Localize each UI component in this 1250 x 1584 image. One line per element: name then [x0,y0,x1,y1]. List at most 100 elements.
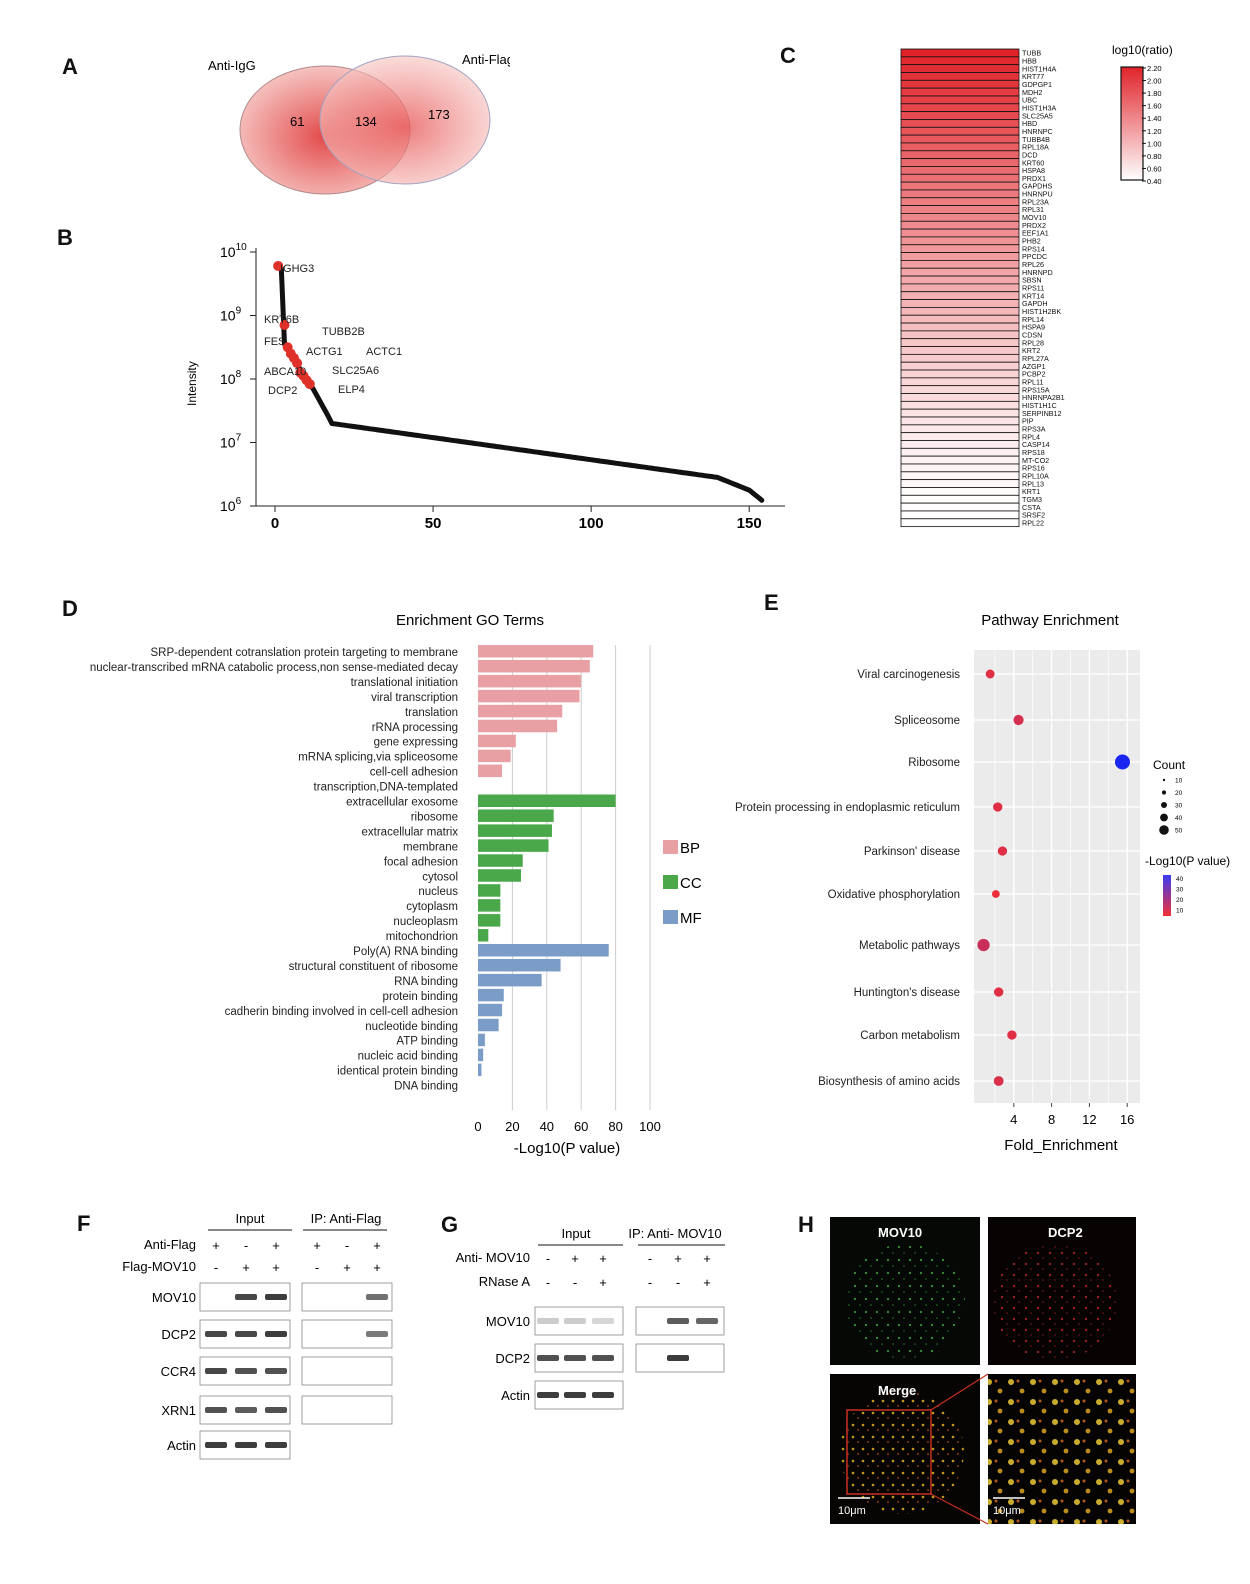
blot-g-treatment-sign: - [573,1275,577,1290]
heatmap-gene-label: HIST1H3A [1022,103,1057,112]
intensity-point-label: KRT6B [264,314,299,326]
blot-f-band [235,1294,257,1300]
heatmap-cell [900,111,1020,120]
heatmap-gene-label: HSPA9 [1022,323,1045,332]
blot-g-band [537,1355,559,1361]
go-term-label: gene expressing [374,737,458,749]
intensity-point-label: ACTG1 [306,346,343,358]
blot-g-band [696,1318,718,1324]
heatmap-gene-label: PHB2 [1022,237,1041,246]
heatmap-cell [900,72,1020,81]
blot-g-treatment-sign: + [599,1275,607,1290]
heatmap-cell [900,166,1020,175]
pathway-label: Carbon metabolism [860,1030,960,1042]
go-bar [478,749,511,763]
go-term-label: translational initiation [351,677,458,689]
heatmap-gene-label: RPL26 [1022,260,1044,269]
go-x-tick-label: 80 [608,1119,622,1134]
heatmap-legend-tick-label: 1.20 [1147,127,1162,136]
go-x-tick-label: 60 [574,1119,588,1134]
heatmap-cell [900,181,1020,191]
intensity-point-label: SLC25A6 [332,365,379,377]
heatmap-cell [900,400,1020,410]
intensity-x-tick-label: 0 [271,515,279,532]
heatmap-gene-label: RPL14 [1022,315,1044,324]
heatmap-cell [900,119,1020,128]
blot-g-band [537,1392,559,1398]
count-legend-dot [1159,825,1169,835]
go-term-label: Poly(A) RNA binding [353,946,458,958]
intensity-highlight-point [304,379,315,390]
heatmap-cell [900,314,1020,324]
blot-f-treatment-sign: - [244,1238,248,1253]
heatmap-cell [900,56,1020,66]
pathway-point [985,669,995,679]
mov10-cell [845,1244,965,1360]
heatmap-gene-label: RPL10A [1022,471,1049,480]
intensity-point-label: ACTC1 [366,346,402,358]
go-legend-label: MF [680,910,702,927]
blot-f-blot-frame [301,1395,393,1425]
heatmap-gene-label: RPS3A [1022,424,1046,433]
pathway-point [1114,754,1130,770]
heatmap-gene-label: KRT60 [1022,158,1044,167]
heatmap-gene-label: GAPDHS [1022,182,1053,191]
go-term-label: SRP-dependent cotranslation protein targ… [151,647,459,659]
blot-g-treatment-sign: + [674,1251,682,1266]
heatmap-legend-title: log10(ratio) [1112,45,1173,57]
intensity-point-label: IGHG3 [280,263,314,275]
blot-f-band-label: Actin [167,1438,196,1453]
go-term-label: ATP binding [396,1036,458,1048]
pathway-label: Metabolic pathways [859,940,960,952]
blot-g-treatment-sign: - [546,1275,550,1290]
go-bar [478,809,554,822]
go-term-label: rRNA processing [372,722,458,734]
heatmap-cell [900,447,1020,457]
blot-f-row1-label: Anti-Flag [144,1237,196,1252]
heatmap-gene-label: SERPINB12 [1022,409,1062,418]
go-term-label: nucleic acid binding [358,1051,458,1063]
blot-g-band [667,1318,689,1324]
zoom-line-top [930,1373,989,1411]
color-legend-bar [1163,875,1171,916]
count-legend-label: 10 [1175,778,1183,785]
pathway-point [1007,1030,1017,1040]
go-term-label: cadherin binding involved in cell-cell a… [225,1006,458,1018]
heatmap-gene-label: RPL23A [1022,197,1049,206]
heatmap-gene-label: HIST1H4A [1022,64,1057,73]
venn-count-right: 173 [428,107,450,122]
pathway-plot-area [974,650,1140,1103]
go-bar [478,929,489,942]
heatmap-cell [900,267,1020,277]
go-bar [478,944,609,957]
heatmap-gene-label: PCBP2 [1022,370,1046,379]
heatmap-cell [900,322,1020,332]
blot-f-treatment-sign: + [313,1238,321,1253]
count-legend-label: 20 [1175,790,1183,797]
intensity-point-label: TUBB2B [322,326,365,338]
heatmap-legend-bar [1120,66,1144,181]
zoom-region-box [846,1409,932,1495]
pathway-point [993,1076,1004,1086]
go-bar [478,914,501,927]
heatmap-cell [900,197,1020,207]
heatmap-cell [900,487,1020,496]
go-term-label: mitochondrion [386,931,458,943]
go-x-tick-label: 0 [474,1119,481,1134]
heatmap-gene-label: PPCDC [1022,252,1047,261]
go-term-label: focal adhesion [384,856,458,868]
heatmap-legend-tick-label: 0.60 [1147,164,1162,173]
heatmap-legend-tick-label: 0.80 [1147,152,1162,161]
scale-label-right: 10μm [993,1505,1021,1517]
heatmap-gene-label: TUBB [1022,49,1041,58]
heatmap-gene-label: RPL13 [1022,479,1044,488]
go-term-label: structural constituent of ribosome [289,961,458,973]
blot-f-treatment-sign: - [315,1260,319,1275]
dcp2-image-label: DCP2 [1048,1225,1083,1240]
panel-label-e: E [764,590,779,615]
go-bar [478,674,582,688]
count-legend-dot [1162,778,1166,782]
heatmap-gene-label: HIST1H1C [1022,401,1057,410]
panel-label-b: B [57,225,73,250]
heatmap-cell [900,494,1020,504]
